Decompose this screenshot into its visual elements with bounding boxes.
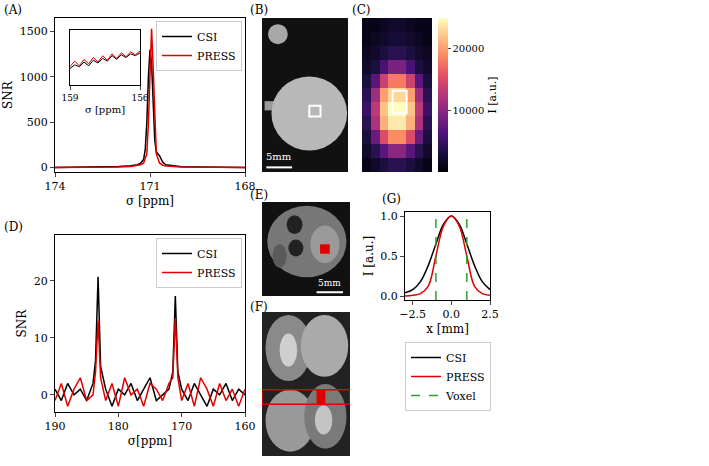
- svg-text:SNR: SNR: [1, 80, 15, 109]
- svg-text:I [a.u.]: I [a.u.]: [362, 236, 376, 276]
- svg-text:500: 500: [27, 116, 48, 129]
- svg-text:(E): (E): [250, 188, 268, 202]
- svg-text:0: 0: [41, 161, 48, 174]
- svg-text:SNR: SNR: [15, 309, 29, 338]
- svg-text:171: 171: [140, 180, 161, 193]
- svg-text:σ [ppm]: σ [ppm]: [126, 194, 174, 208]
- svg-text:(A): (A): [4, 3, 22, 17]
- svg-text:PRESS: PRESS: [197, 50, 236, 63]
- svg-text:(C): (C): [352, 3, 371, 17]
- svg-text:I [a.u.]: I [a.u.]: [486, 76, 499, 113]
- svg-text:CSI: CSI: [197, 31, 217, 44]
- svg-text:0: 0: [41, 389, 48, 402]
- svg-text:CSI: CSI: [446, 352, 466, 365]
- svg-text:σ [ppm]: σ [ppm]: [85, 104, 125, 115]
- svg-text:156: 156: [131, 93, 148, 103]
- svg-text:0.5: 0.5: [380, 250, 398, 263]
- svg-text:PRESS: PRESS: [446, 371, 485, 384]
- svg-text:159: 159: [61, 93, 78, 103]
- svg-text:(B): (B): [250, 3, 268, 17]
- svg-text:Voxel: Voxel: [445, 390, 476, 403]
- svg-text:(G): (G): [382, 192, 401, 206]
- svg-text:x [mm]: x [mm]: [426, 322, 469, 336]
- svg-text:174: 174: [45, 180, 66, 193]
- svg-text:160: 160: [235, 420, 256, 433]
- svg-text:170: 170: [171, 420, 192, 433]
- svg-text:20: 20: [34, 275, 48, 288]
- svg-text:CSI: CSI: [197, 248, 217, 261]
- svg-text:2.5: 2.5: [481, 308, 499, 321]
- svg-text:PRESS: PRESS: [197, 267, 236, 280]
- svg-text:190: 190: [45, 420, 66, 433]
- svg-text:168: 168: [235, 180, 256, 193]
- svg-text:1500: 1500: [20, 25, 48, 38]
- svg-text:σ[ppm]: σ[ppm]: [128, 434, 172, 448]
- svg-text:(F): (F): [250, 300, 268, 314]
- svg-text:−2.5: −2.5: [399, 308, 426, 321]
- svg-text:10: 10: [34, 332, 48, 345]
- svg-text:10000: 10000: [453, 105, 485, 116]
- svg-text:1.0: 1.0: [380, 210, 398, 223]
- svg-text:5mm: 5mm: [266, 151, 292, 162]
- svg-text:(D): (D): [4, 220, 23, 234]
- svg-text:180: 180: [108, 420, 129, 433]
- svg-text:0.0: 0.0: [443, 308, 461, 321]
- svg-text:1000: 1000: [20, 71, 48, 84]
- svg-text:20000: 20000: [453, 43, 485, 54]
- svg-text:5mm: 5mm: [318, 278, 341, 288]
- svg-text:0.0: 0.0: [380, 290, 398, 303]
